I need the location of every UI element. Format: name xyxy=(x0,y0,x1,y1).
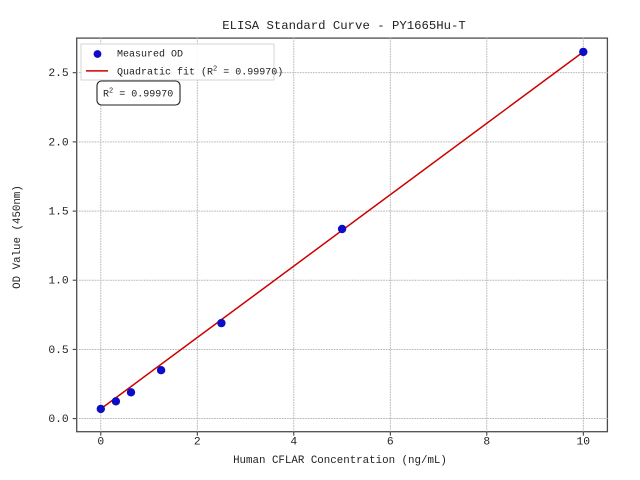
svg-text:2.5: 2.5 xyxy=(48,68,69,80)
svg-text:Measured OD: Measured OD xyxy=(117,48,183,60)
svg-text:0: 0 xyxy=(97,437,104,449)
svg-text:1.5: 1.5 xyxy=(48,207,69,219)
svg-text:2.0: 2.0 xyxy=(48,137,69,149)
svg-text:6: 6 xyxy=(387,437,394,449)
svg-text:4: 4 xyxy=(290,437,297,449)
svg-text:Quadratic fit (R2 = 0.99970): Quadratic fit (R2 = 0.99970) xyxy=(117,65,283,78)
svg-text:ELISA Standard Curve - PY1665H: ELISA Standard Curve - PY1665Hu-T xyxy=(222,19,466,33)
svg-text:0.0: 0.0 xyxy=(48,414,69,426)
svg-text:R2 = 0.99970: R2 = 0.99970 xyxy=(103,87,173,100)
svg-text:1.0: 1.0 xyxy=(48,276,69,288)
svg-text:8: 8 xyxy=(483,437,490,449)
svg-text:2: 2 xyxy=(194,437,201,449)
svg-text:Human CFLAR Concentration (ng/: Human CFLAR Concentration (ng/mL) xyxy=(233,455,447,467)
svg-text:10: 10 xyxy=(577,437,591,449)
svg-text:0.5: 0.5 xyxy=(48,345,69,357)
svg-text:OD Value (450nm): OD Value (450nm) xyxy=(12,185,24,289)
